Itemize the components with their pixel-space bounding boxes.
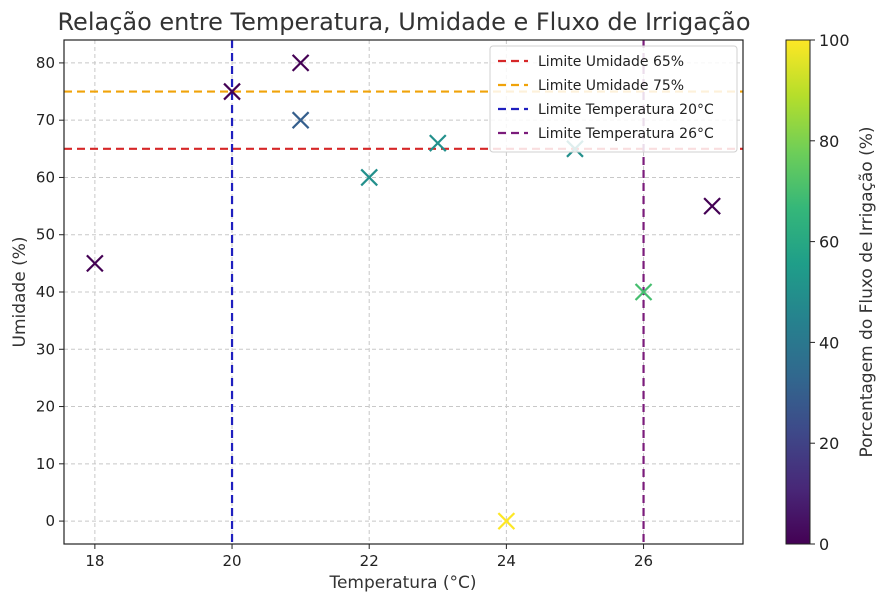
colorbar-label: Porcentagem do Fluxo de Irrigação (%) — [857, 126, 877, 457]
legend-label: Limite Temperatura 26°C — [538, 126, 714, 142]
scatter-point — [703, 197, 721, 215]
scatter-point — [291, 54, 310, 72]
scatter-point — [360, 168, 378, 187]
legend-label: Limite Temperatura 20°C — [538, 102, 714, 118]
scatter-point — [223, 82, 241, 101]
colorbar-gradient — [785, 39, 811, 545]
y-tick-label: 20 — [36, 398, 55, 416]
scatter-point — [291, 111, 310, 129]
y-tick-label: 50 — [36, 226, 55, 244]
scatter-point — [86, 254, 104, 273]
legend: Limite Umidade 65% Limite Umidade 75% Limi… — [489, 45, 738, 153]
axes: 18 20 22 24 26 0 10 20 30 40 50 60 70 80 — [36, 39, 744, 570]
legend-label: Limite Umidade 75% — [538, 78, 684, 94]
chart-title: Relação entre Temperatura, Umidade e Flu… — [57, 8, 750, 36]
y-tick-label: 0 — [45, 512, 55, 530]
colorbar: 0 20 40 60 80 100 — [785, 31, 850, 554]
y-tick-label: 70 — [36, 111, 55, 129]
colorbar-tick-label: 100 — [819, 31, 850, 50]
y-tick-label: 10 — [36, 455, 55, 473]
colorbar-tick-label: 40 — [819, 333, 839, 352]
y-tick-label: 40 — [36, 283, 55, 301]
scatter-point — [429, 134, 447, 152]
colorbar-tick-label: 20 — [819, 434, 839, 453]
scatter-point — [497, 512, 516, 530]
legend-box — [489, 45, 738, 153]
x-tick-label: 20 — [222, 552, 241, 570]
y-axis-label: Umidade (%) — [10, 236, 30, 347]
colorbar-tick-label: 80 — [819, 132, 839, 151]
colorbar-tick-label: 60 — [819, 233, 839, 252]
y-tick-label: 80 — [36, 54, 55, 72]
x-tick-label: 26 — [634, 552, 653, 570]
colorbar-tick-label: 0 — [819, 535, 829, 554]
x-tick-label: 22 — [360, 552, 379, 570]
scatter-point — [634, 283, 653, 301]
legend-label: Limite Umidade 65% — [538, 54, 684, 70]
y-tick-label: 60 — [36, 168, 55, 186]
y-tick-label: 30 — [36, 340, 55, 358]
x-axis-label: Temperatura (°C) — [328, 573, 476, 593]
x-tick-label: 24 — [497, 552, 516, 570]
x-tick-label: 18 — [85, 552, 104, 570]
